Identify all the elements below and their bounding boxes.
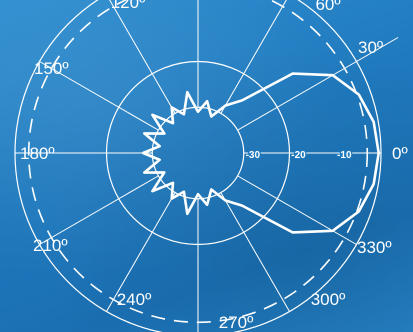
angle-tick-label: 150º <box>34 59 69 78</box>
grid-spoke-extension <box>356 37 399 62</box>
angle-tick-label: 0º <box>392 144 408 163</box>
grid-spoke <box>39 61 159 131</box>
grid-spoke <box>237 61 357 131</box>
angle-tick-label: 120º <box>111 0 146 12</box>
angle-tick-label: 210º <box>33 236 68 255</box>
angle-tick-label: 240º <box>117 290 152 309</box>
radial-tick-label: -20 <box>291 150 306 161</box>
angle-tick-label: 270º <box>219 313 254 332</box>
angle-tick-label: 30º <box>358 38 383 57</box>
grid-spoke <box>237 175 357 245</box>
grid-spoke <box>220 0 287 114</box>
angle-tick-label: 60º <box>315 0 340 14</box>
radial-tick-label: -10 <box>337 150 352 161</box>
angle-tick-label: 330º <box>357 238 392 257</box>
grid-spoke <box>39 175 159 245</box>
radiation-pattern-trace <box>141 72 380 234</box>
angle-tick-label: 180º <box>20 144 55 163</box>
radial-tick-label: -30 <box>246 150 261 161</box>
grid-spoke <box>109 0 176 114</box>
angle-tick-label: 300º <box>311 290 346 309</box>
grid-spoke <box>106 192 176 312</box>
grid-spoke <box>220 192 290 312</box>
